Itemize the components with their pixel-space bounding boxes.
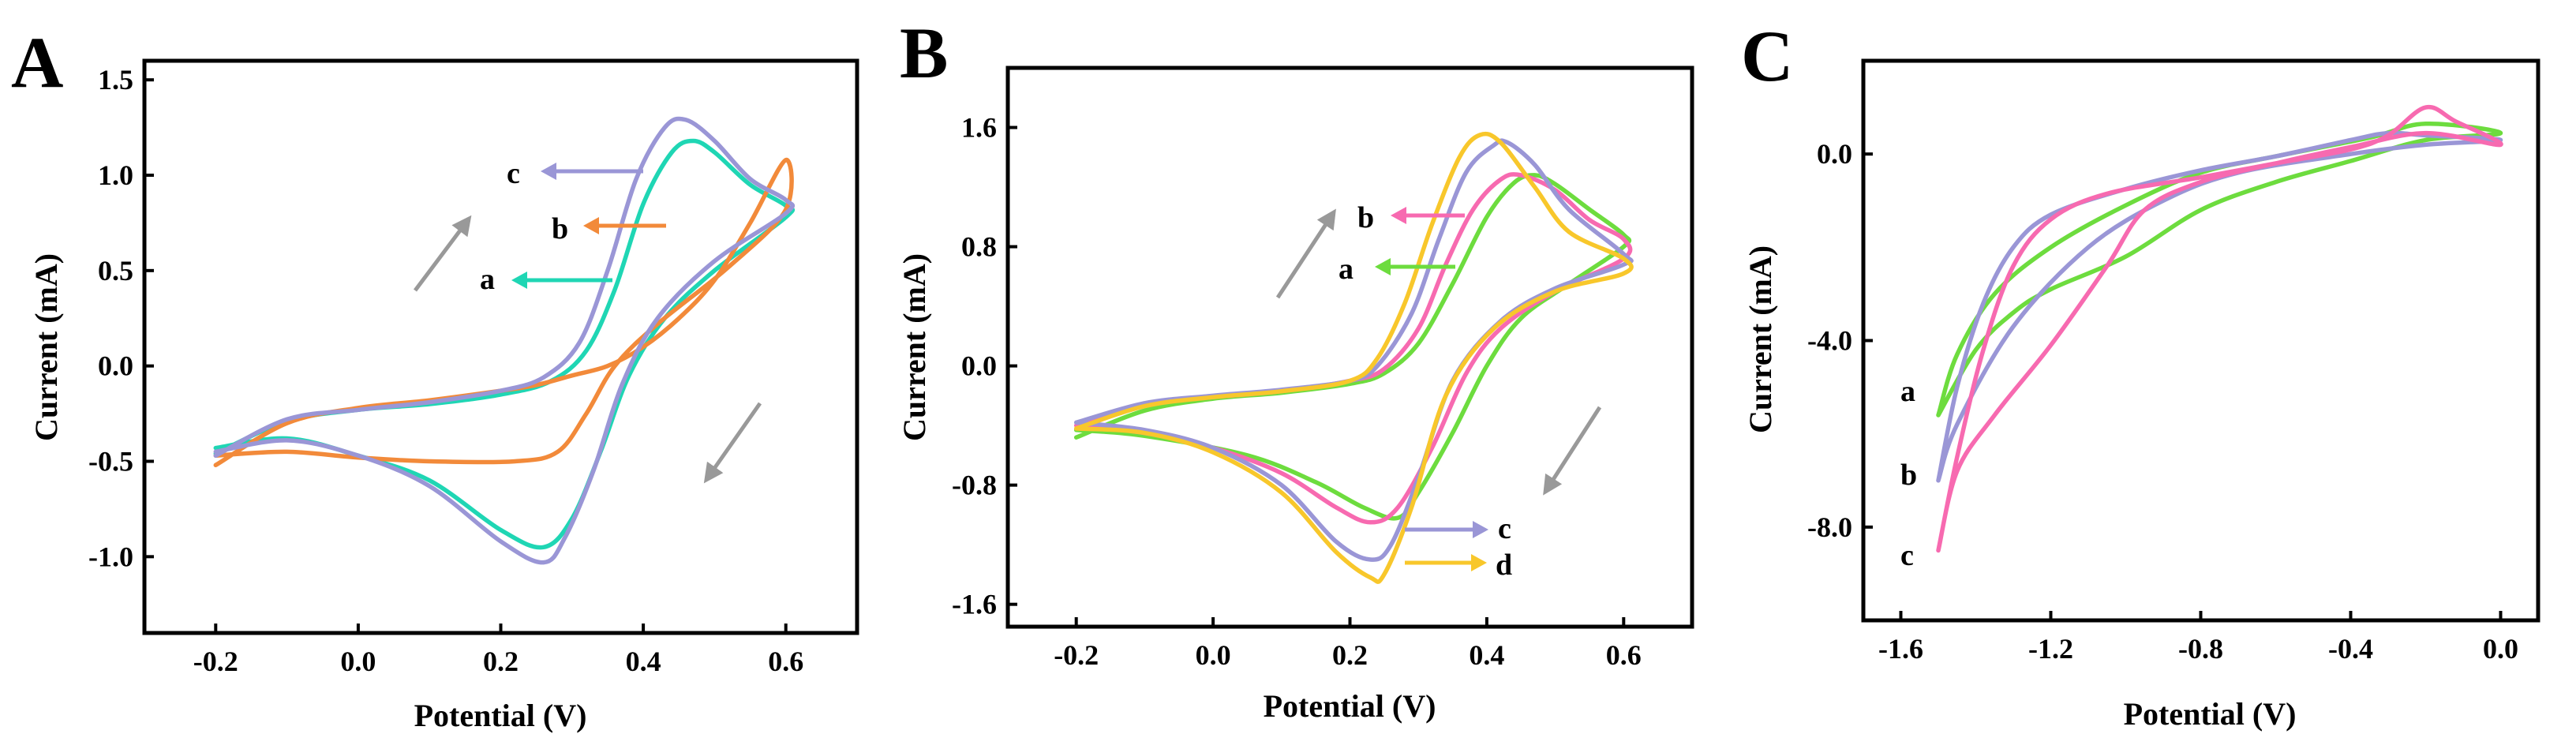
series-line-a bbox=[213, 138, 796, 550]
panel-a: A -0.2 0.0 0.2 0.4 0.6 1.51.00.50.0-0.5-1.0 … bbox=[11, 22, 859, 733]
y-tick-label: 1.0 bbox=[98, 159, 133, 191]
x-tick-label: -0.2 bbox=[193, 646, 238, 677]
series-line-c bbox=[213, 116, 796, 565]
x-tick-label: -0.2 bbox=[1054, 639, 1099, 671]
curve-pointer-head-c bbox=[1473, 521, 1488, 538]
series-line-b bbox=[1073, 172, 1633, 525]
scan-direction-arrow-down bbox=[703, 402, 762, 484]
panel-letter-b: B bbox=[900, 13, 948, 93]
curve-label-a: a bbox=[480, 263, 495, 296]
x-ticks-b: -0.2 0.0 0.2 0.4 0.6 bbox=[1054, 617, 1642, 671]
curves-b bbox=[1073, 131, 1634, 584]
panel-letter-a: A bbox=[11, 22, 63, 103]
curve-label-c: c bbox=[1900, 539, 1914, 572]
series-line-b bbox=[1936, 130, 2503, 483]
curve-pointer-head-a bbox=[1375, 258, 1391, 275]
scan-direction-arrow-up bbox=[414, 215, 472, 292]
y-axis-label-c: Current (mA) bbox=[1743, 245, 1778, 433]
y-tick-label: 0.0 bbox=[1817, 138, 1852, 170]
curve-label-b: b bbox=[1357, 201, 1374, 234]
scan-direction-arrow-down bbox=[1543, 406, 1602, 496]
x-tick-label: 0.6 bbox=[1606, 639, 1642, 671]
x-ticks-c: -1.6 -1.2 -0.8 -0.4 0.0 bbox=[1878, 611, 2518, 665]
x-tick-label: 0.4 bbox=[626, 646, 661, 677]
curve-label-d: d bbox=[1496, 549, 1512, 582]
curve-pointer-head-d bbox=[1471, 554, 1487, 571]
curve-label-b: b bbox=[552, 212, 568, 245]
y-ticks-b: 1.6 0.8 0.0 -0.8 -1.6 bbox=[952, 112, 1017, 620]
y-tick-label: -0.5 bbox=[88, 446, 133, 477]
y-axis-label-a: Current (mA) bbox=[28, 253, 64, 441]
y-tick-label: 0.5 bbox=[98, 255, 133, 286]
x-tick-label: -0.8 bbox=[2178, 633, 2223, 665]
series-line-d bbox=[1073, 131, 1634, 584]
x-tick-label: 0.0 bbox=[1196, 639, 1231, 671]
x-tick-label: 0.6 bbox=[768, 646, 803, 677]
y-tick-label: 0.8 bbox=[961, 231, 997, 263]
y-tick-label: 0.0 bbox=[961, 350, 997, 382]
y-tick-label: 1.5 bbox=[98, 64, 133, 95]
curve-label-a: a bbox=[1339, 253, 1354, 286]
y-tick-label: -1.6 bbox=[952, 589, 997, 620]
curve-pointer-head-b bbox=[1391, 207, 1406, 224]
y-tick-label: -0.8 bbox=[952, 470, 997, 501]
curve-pointer-head-a bbox=[511, 272, 527, 289]
plot-frame-a bbox=[142, 58, 859, 635]
panel-b: B -0.2 0.0 0.2 0.4 0.6 1.6 0.8 0.0 -0.8 -1.6 Pot… bbox=[897, 13, 1694, 724]
x-tick-label: -0.4 bbox=[2328, 633, 2373, 665]
curve-pointer-head-b bbox=[583, 217, 599, 234]
y-ticks-c: 0.0 -4.0 -8.0 bbox=[1807, 138, 1873, 543]
curve-label-b: b bbox=[1900, 459, 1917, 492]
x-tick-label: 0.0 bbox=[340, 646, 376, 677]
y-ticks-a: 1.5 1.0 0.5 0.0 -0.5 -1.0 bbox=[88, 64, 154, 572]
curve-pointer-head-c bbox=[541, 163, 556, 180]
panel-letter-c: C bbox=[1741, 16, 1793, 96]
x-axis-label-b: Potential (V) bbox=[1264, 688, 1436, 724]
y-axis-label-b: Current (mA) bbox=[897, 253, 932, 441]
x-tick-label: 0.4 bbox=[1469, 639, 1504, 671]
plot-frame-b bbox=[1005, 66, 1694, 629]
x-tick-label: 0.0 bbox=[2483, 633, 2518, 665]
y-tick-label: 1.6 bbox=[961, 112, 997, 144]
x-tick-label: 0.2 bbox=[1332, 639, 1368, 671]
x-ticks-a: -0.2 0.0 0.2 0.4 0.6 bbox=[193, 624, 803, 677]
series-line-c bbox=[1936, 104, 2503, 553]
x-tick-label: 0.2 bbox=[483, 646, 519, 677]
curves-a bbox=[213, 116, 796, 565]
curves-c bbox=[1936, 104, 2503, 553]
series-line-a bbox=[1936, 122, 2503, 418]
x-tick-label: -1.2 bbox=[2028, 633, 2073, 665]
panel-c: C -1.6 -1.2 -0.8 -0.4 0.0 0.0 -4.0 -8.0 Potent… bbox=[1741, 16, 2540, 732]
y-tick-label: 0.0 bbox=[98, 350, 133, 382]
series-line-a bbox=[1073, 173, 1632, 521]
y-tick-label: -8.0 bbox=[1807, 511, 1852, 543]
y-tick-label: -4.0 bbox=[1807, 325, 1852, 357]
curve-label-c: c bbox=[1498, 512, 1511, 545]
y-tick-label: -1.0 bbox=[88, 541, 133, 572]
scan-direction-arrow-up bbox=[1275, 208, 1336, 299]
x-axis-label-c: Potential (V) bbox=[2124, 696, 2297, 732]
x-tick-label: -1.6 bbox=[1878, 633, 1923, 665]
curve-label-a: a bbox=[1900, 375, 1915, 408]
series-line-b bbox=[213, 157, 794, 468]
curve-label-c: c bbox=[507, 157, 520, 190]
x-axis-label-a: Potential (V) bbox=[414, 698, 587, 733]
